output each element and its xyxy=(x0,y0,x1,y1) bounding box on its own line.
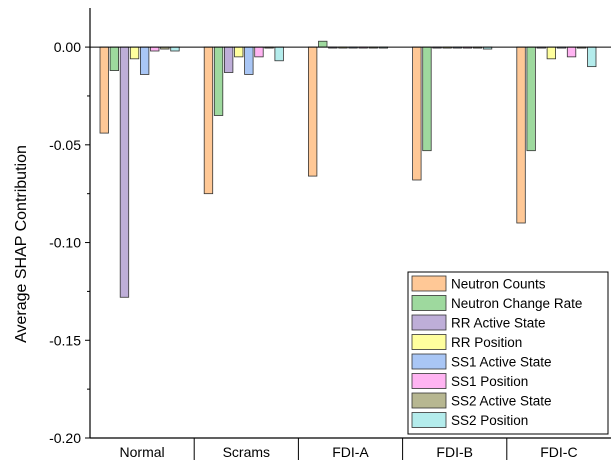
legend-swatch xyxy=(411,275,447,292)
bar-fdi-a-1 xyxy=(318,40,328,48)
legend-label: SS2 Active State xyxy=(451,394,552,409)
y-tick-label: -0.10 xyxy=(49,235,81,251)
legend: Neutron Counts Neutron Change Rate RR Acti… xyxy=(407,271,609,435)
legend-label: SS2 Position xyxy=(451,413,528,428)
bar-normal-0 xyxy=(99,46,109,134)
y-axis-label: Average SHAP Contribution xyxy=(13,145,30,343)
bar-scrams-3 xyxy=(234,46,244,58)
bar-scrams-5 xyxy=(254,46,264,58)
x-tick-label: FDI-A xyxy=(332,444,369,460)
bar-fdi-b-1 xyxy=(422,46,432,152)
axes-layer: 0.00 -0.05 -0.10 -0.15 -0.20 Normal Scrams FDI-… xyxy=(49,8,611,460)
bar-normal-4 xyxy=(139,46,150,75)
bar-scrams-1 xyxy=(213,46,224,116)
y-tick-label: 0.00 xyxy=(54,39,81,55)
y-tick-label: -0.15 xyxy=(49,332,81,348)
x-tick-label: FDI-B xyxy=(436,444,473,460)
legend-label: Neutron Counts xyxy=(451,277,546,292)
bar-normal-5 xyxy=(150,46,160,52)
legend-label: RR Active State xyxy=(451,316,546,331)
bar-normal-1 xyxy=(109,46,119,71)
x-tick-label: Normal xyxy=(120,444,165,460)
bar-scrams-4 xyxy=(244,46,254,75)
y-tick-label: -0.20 xyxy=(49,430,81,446)
bar-scrams-0 xyxy=(203,46,214,195)
x-tick-label: Scrams xyxy=(223,444,270,460)
bar-normal-7 xyxy=(170,46,180,52)
bar-fdi-c-5 xyxy=(566,46,577,58)
bar-normal-3 xyxy=(129,46,140,60)
bar-fdi-c-0 xyxy=(516,46,526,224)
bar-fdi-b-0 xyxy=(412,46,422,181)
legend-swatch xyxy=(411,334,447,350)
legend-swatch xyxy=(411,412,447,428)
legend-label: SS1 Position xyxy=(451,374,528,389)
x-tick-label: FDI-C xyxy=(540,444,577,460)
legend-label: RR Position xyxy=(451,335,522,350)
bar-scrams-7 xyxy=(274,46,284,62)
legend-label: Neutron Change Rate xyxy=(451,296,582,311)
legend-swatch xyxy=(411,392,447,409)
bar-fdi-c-1 xyxy=(526,46,536,152)
bar-fdi-a-0 xyxy=(307,46,318,177)
bar-normal-2 xyxy=(119,46,130,298)
legend-swatch xyxy=(411,295,447,311)
legend-label: SS1 Active State xyxy=(451,355,552,370)
legend-swatch xyxy=(411,373,447,389)
bar-scrams-2 xyxy=(223,46,234,73)
bar-fdi-c-7 xyxy=(587,46,597,68)
bars-layer xyxy=(99,40,597,298)
bar-fdi-c-3 xyxy=(546,46,556,60)
legend-swatch xyxy=(411,353,447,370)
y-tick-label: -0.05 xyxy=(49,137,81,153)
legend-swatch xyxy=(411,314,447,331)
